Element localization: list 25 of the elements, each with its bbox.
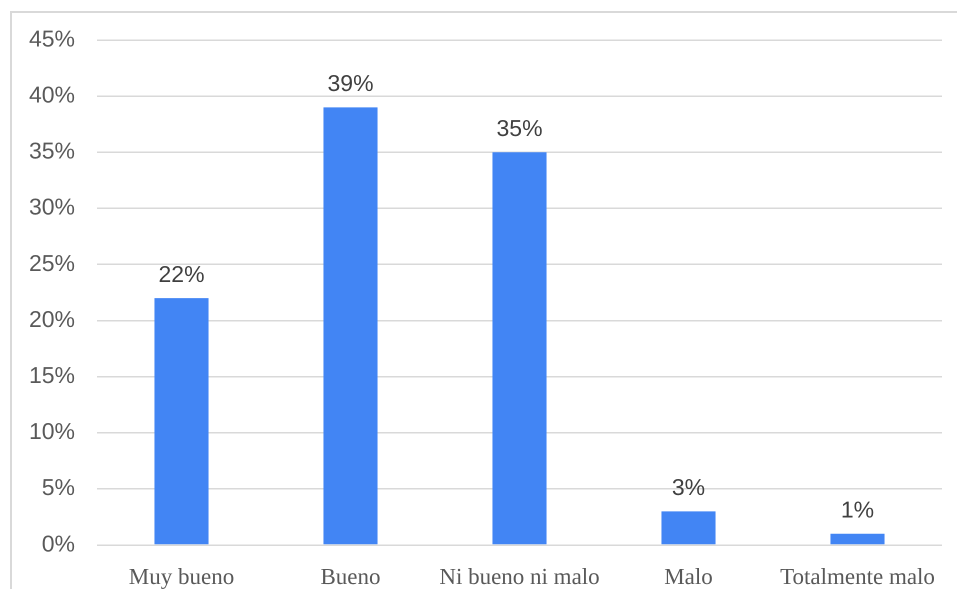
x-tick-label: Ni bueno ni malo: [439, 564, 600, 589]
y-tick-label: 20%: [28, 306, 75, 332]
y-tick-label: 5%: [42, 474, 75, 500]
bar: [661, 511, 716, 544]
y-tick-label: 15%: [28, 362, 75, 388]
x-tick-label: Totalmente malo: [780, 564, 935, 589]
data-label: 39%: [327, 70, 374, 96]
data-label: 35%: [496, 115, 543, 142]
data-label: 1%: [840, 496, 874, 523]
y-tick-label: 40%: [28, 81, 75, 108]
bar: [492, 152, 547, 544]
y-tick-label: 10%: [28, 418, 75, 444]
x-tick-label: Muy bueno: [128, 564, 234, 589]
y-tick-label: 35%: [28, 138, 75, 164]
bar: [830, 534, 885, 544]
data-label: 3%: [672, 474, 706, 500]
x-tick-label: Malo: [664, 564, 713, 589]
y-tick-label: 45%: [28, 25, 75, 52]
bar: [154, 298, 209, 544]
x-tick-label: Bueno: [320, 564, 381, 589]
y-tick-label: 0%: [42, 530, 75, 556]
bar: [323, 107, 378, 544]
y-tick-label: 25%: [28, 250, 75, 276]
y-tick-label: 30%: [28, 194, 75, 220]
data-label: 22%: [158, 260, 205, 287]
